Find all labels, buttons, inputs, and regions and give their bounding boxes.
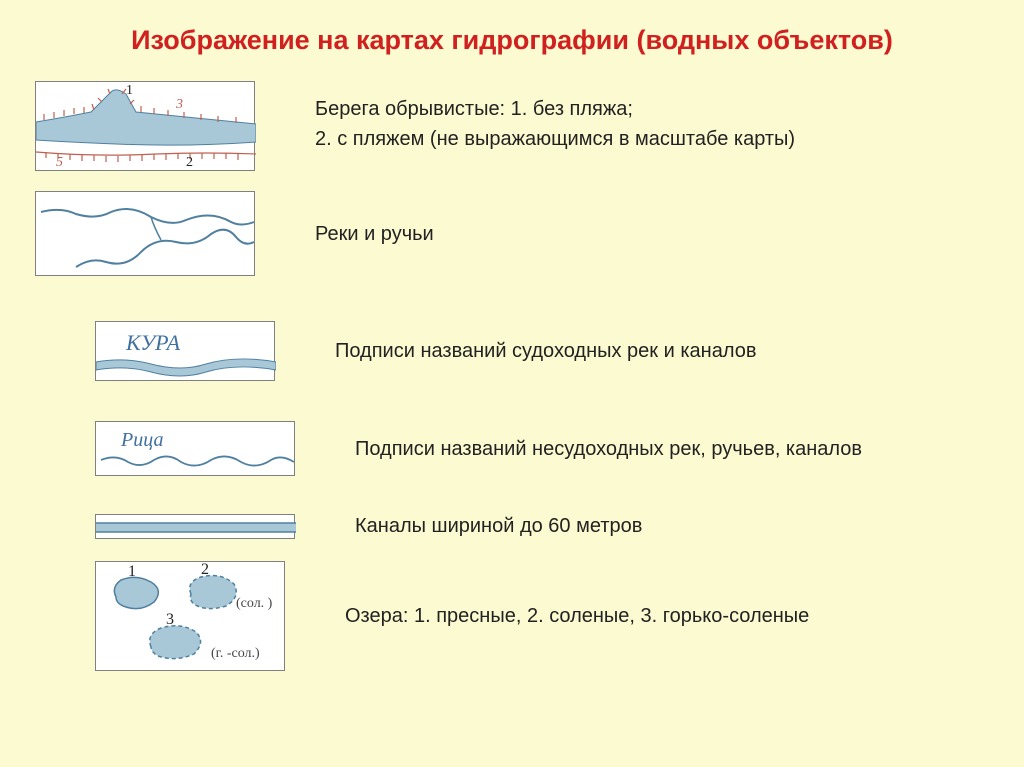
svg-text:3: 3 <box>166 611 174 628</box>
svg-text:2: 2 <box>186 155 193 170</box>
svg-text:3: 3 <box>175 97 183 112</box>
desc-navigable: Подписи названий судоходных рек и канало… <box>335 336 1004 366</box>
label-kura: КУРА <box>125 330 181 355</box>
svg-text:1: 1 <box>128 563 136 580</box>
item-navigable: КУРА Подписи названий судоходных рек и к… <box>80 321 1004 381</box>
symbol-nonnavigable: Рица <box>95 421 295 476</box>
svg-text:2: 2 <box>201 562 209 578</box>
symbol-shores: 1 3 2 5 <box>35 81 255 171</box>
desc-lakes: Озера: 1. пресные, 2. соленые, 3. горько… <box>345 601 1004 631</box>
page-title: Изображение на картах гидрографии (водны… <box>20 25 1004 56</box>
item-nonnavigable: Рица Подписи названий несудоходных рек, … <box>80 421 1004 476</box>
desc-shores: Берега обрывистые: 1. без пляжа;2. с пля… <box>315 94 1004 154</box>
svg-text:(г. -сол.): (г. -сол.) <box>211 646 260 661</box>
desc-rivers: Реки и ручьи <box>315 219 1004 249</box>
symbol-navigable: КУРА <box>95 321 275 381</box>
item-shores: 1 3 2 5 Берега обрывистые: 1. без пляжа;… <box>20 81 1004 171</box>
svg-text:1: 1 <box>126 83 133 98</box>
label-ritsa: Рица <box>120 429 163 451</box>
desc-canals: Каналы шириной до 60 метров <box>355 511 1004 541</box>
desc-nonnavigable: Подписи названий несудоходных рек, ручье… <box>355 434 1004 464</box>
item-canals: Каналы шириной до 60 метров <box>80 511 1004 541</box>
symbol-rivers <box>35 191 255 276</box>
svg-text:5: 5 <box>56 155 63 170</box>
item-lakes: 1 2 3 (сол. ) (г. -сол.) Озера: 1. пресн… <box>80 561 1004 671</box>
svg-text:(сол. ): (сол. ) <box>236 596 273 611</box>
item-rivers: Реки и ручьи <box>20 191 1004 276</box>
symbol-canals <box>95 514 295 539</box>
symbol-lakes: 1 2 3 (сол. ) (г. -сол.) <box>95 561 285 671</box>
